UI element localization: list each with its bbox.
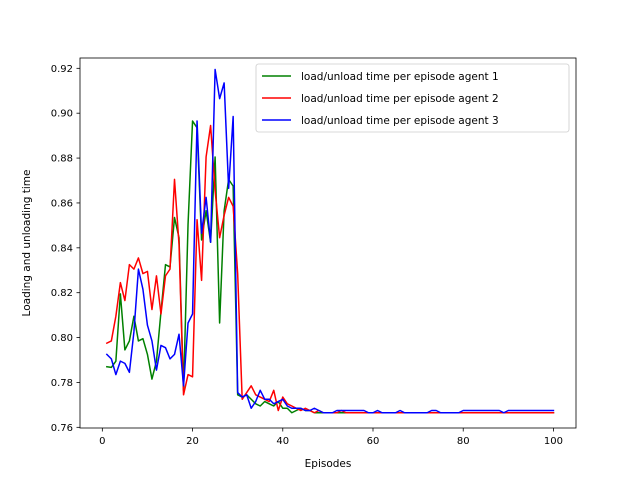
x-tick-label: 60 <box>367 436 380 447</box>
x-tick-label: 100 <box>544 436 563 447</box>
x-axis-label: Episodes <box>305 458 352 470</box>
legend-label: load/unload time per episode agent 2 <box>301 93 499 105</box>
y-tick-label: 0.90 <box>51 109 73 120</box>
y-tick-label: 0.84 <box>51 243 73 254</box>
series-line-agent-3 <box>105 68 555 414</box>
x-tick-label: 0 <box>99 436 105 447</box>
x-tick-label: 40 <box>276 436 289 447</box>
y-axis-label: Loading and unloading time <box>21 170 33 317</box>
x-tick-label: 20 <box>186 436 199 447</box>
y-tick-label: 0.78 <box>51 378 73 389</box>
legend-box <box>255 63 570 133</box>
y-tick-label: 0.82 <box>51 288 73 299</box>
y-axis-ticks: 0.76 0.78 0.80 0.82 0.84 0.86 0.88 0.90 0.92 <box>51 64 80 434</box>
plot-frame <box>79 57 577 429</box>
legend-label: load/unload time per episode agent 3 <box>301 115 499 127</box>
y-tick-label: 0.88 <box>51 154 73 165</box>
x-tick-label: 80 <box>457 436 470 447</box>
x-axis-ticks: 0 20 40 60 80 100 <box>99 428 563 447</box>
series-layer <box>105 68 555 414</box>
legend-label: load/unload time per episode agent 1 <box>301 71 499 83</box>
y-tick-label: 0.92 <box>51 64 73 75</box>
y-tick-label: 0.76 <box>51 423 73 434</box>
y-tick-label: 0.80 <box>51 333 73 344</box>
legend: load/unload time per episode agent 1 load… <box>255 63 570 133</box>
y-tick-label: 0.86 <box>51 198 73 209</box>
